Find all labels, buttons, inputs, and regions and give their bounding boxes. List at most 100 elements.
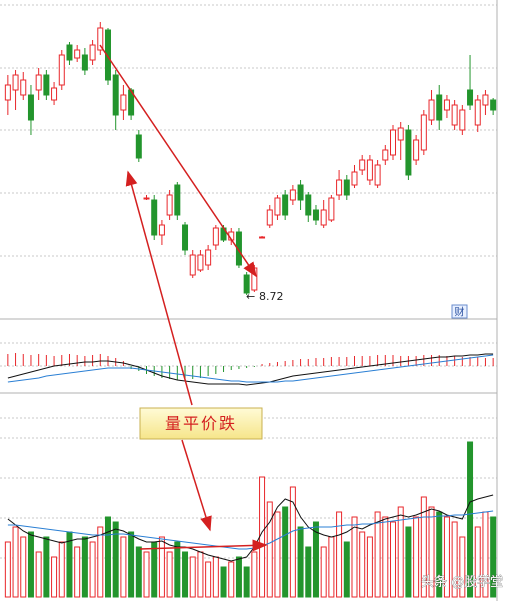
volume-bar (174, 541, 181, 598)
volume-bar (413, 516, 420, 598)
candle-body (35, 74, 42, 91)
volume-bar (374, 511, 381, 598)
volume-bar (282, 506, 289, 598)
candle-body (27, 94, 34, 121)
volume-bar (390, 521, 397, 598)
volume-bar (459, 536, 466, 598)
volume-bar (81, 536, 88, 598)
candle-body (320, 209, 327, 226)
volume-bar (336, 511, 343, 598)
volume-bar (228, 561, 235, 598)
candle-body (58, 54, 65, 86)
volume-bar (135, 546, 142, 598)
candle-body (328, 197, 335, 221)
arrows (99, 44, 268, 552)
candle-body (474, 99, 481, 126)
candle-body (289, 189, 296, 201)
candle-body (336, 179, 343, 196)
candle-body (182, 224, 189, 251)
candle-body (112, 74, 119, 116)
volume-bar (297, 526, 304, 598)
volume-bar (12, 526, 19, 598)
volume-bar (328, 536, 335, 598)
candle-body (490, 99, 497, 111)
low-arrow: ← (246, 290, 255, 303)
candle-body (305, 194, 312, 216)
candle-body (43, 74, 50, 96)
volume-bar (35, 551, 42, 598)
volume-bar (182, 551, 189, 598)
volume-bar (158, 536, 165, 598)
candle-body (51, 87, 58, 101)
candle-body (81, 54, 88, 71)
candle-body (382, 149, 389, 161)
badge-box (451, 304, 468, 319)
annotation-box (139, 407, 263, 440)
badge: 财 (455, 306, 465, 319)
volume-bar (259, 476, 266, 598)
line (7, 353, 494, 386)
volume-bar (4, 541, 11, 598)
candle-body (282, 194, 289, 216)
candle-body (443, 99, 450, 111)
volume-bar (89, 541, 96, 598)
volume-bar (305, 546, 312, 598)
volume-bar (266, 501, 273, 598)
candle-body (312, 209, 319, 221)
candle-body (89, 44, 96, 61)
volume-bar (443, 516, 450, 598)
volume-bar (351, 516, 358, 598)
volume-bar (289, 486, 296, 598)
volume-bar (436, 511, 443, 598)
candle-body (12, 74, 19, 91)
volume-bar (474, 526, 481, 598)
volume-bar (74, 546, 81, 598)
marks (4, 22, 497, 598)
candle-body (4, 84, 11, 101)
candle-body (343, 179, 350, 196)
volume-bar (97, 526, 104, 598)
candle-body (459, 109, 466, 131)
candle-body (297, 184, 304, 201)
annotation: 量平价跌 (165, 414, 237, 433)
candle-body (451, 104, 458, 126)
candle-body (467, 89, 474, 106)
candle-body (359, 159, 366, 171)
candle-body (74, 49, 81, 59)
volume-bar (451, 521, 458, 598)
volume-bar (359, 531, 366, 598)
volume-bar (467, 441, 474, 598)
volume-bar (151, 541, 158, 598)
volume-bar (27, 531, 34, 598)
candle-body (405, 129, 412, 176)
candle-body (158, 224, 165, 236)
candle-body (366, 159, 373, 181)
volume-bar (20, 536, 27, 598)
candle-body (397, 127, 404, 141)
candle-body (166, 194, 173, 216)
candle-body (135, 134, 142, 159)
volume-bar (197, 551, 204, 598)
candle-body (66, 44, 73, 61)
candle-body (104, 29, 111, 81)
line (7, 510, 494, 550)
candle-body (97, 27, 104, 51)
candle-body (189, 254, 196, 276)
candle-body (120, 94, 127, 111)
volume-bar (320, 546, 327, 598)
candle-body (413, 139, 420, 161)
volume-bar (251, 551, 258, 598)
candle-body (197, 254, 204, 271)
line (7, 354, 494, 383)
candle-body (259, 236, 266, 239)
watermark: 头条 @股学堂 (421, 574, 503, 590)
volume-bar (212, 556, 219, 598)
volume-bar (235, 556, 242, 598)
volume-bar (382, 516, 389, 598)
line (7, 494, 494, 562)
candle-body (436, 94, 443, 121)
volume-bar (104, 516, 111, 598)
volume-bar (128, 531, 135, 598)
candle-body (174, 184, 181, 216)
candle-body (235, 231, 242, 266)
